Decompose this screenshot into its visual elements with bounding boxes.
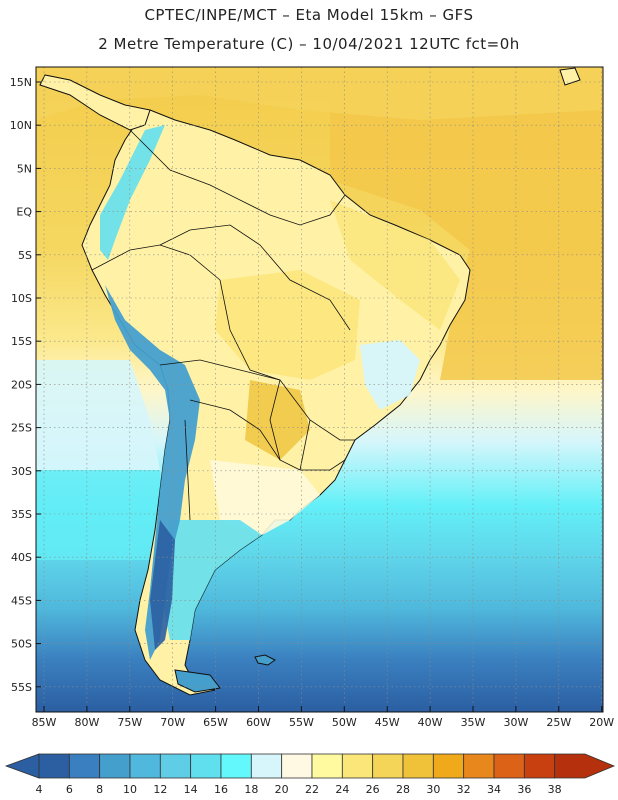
colorbar-min-arrow [4,753,40,779]
lat-label: 5S [18,249,32,262]
lon-label: 85W [32,716,57,729]
northeast-warm-patch [330,200,460,330]
tierra-del-fuego [174,669,221,693]
lon-label: 20W [589,716,614,729]
colorbar-level-label: 18 [244,783,258,796]
colorbar-segment [190,753,222,779]
lon-label: 45W [375,716,400,729]
se-brazil-highlands [360,340,420,410]
lat-label: 10N [10,119,32,132]
colorbar-segment [99,753,131,779]
lon-label: 50W [332,716,357,729]
lon-label: 70W [160,716,185,729]
lat-label: EQ [16,206,32,219]
colorbar-segment [38,753,70,779]
lon-label: 80W [74,716,99,729]
central-andes-cold [105,285,200,660]
colorbar-level-label: 32 [457,783,471,796]
longitude-labels: 85W 80W 75W 70W 65W 60W 55W 50W 45W 40W 35W 30W 25W 2… [32,706,614,729]
colorbar-max-arrow [554,753,616,779]
lat-label: 45S [11,594,32,607]
colorbar-segment [250,753,283,779]
lat-label: 10S [11,292,32,305]
pacific-cyan-water [36,470,170,560]
colorbar-segment [281,753,313,779]
colorbar-segment [341,753,374,779]
caribbean-island [559,67,581,86]
colorbar-level-label: 14 [184,783,198,796]
pacific-cool-water [36,360,160,470]
colorbar-level-label: 26 [366,783,380,796]
map-plot-area [36,67,603,712]
country-borders [91,129,355,521]
colorbar-level-label: 16 [214,783,228,796]
latitude-labels: 15N 10N 5N EQ 5S 10S 15S 20S 25S 30S 35S 40S 45S 50S 5… [10,76,41,694]
southern-andes-coldest [150,520,175,650]
colorbar-level-label: 10 [123,783,137,796]
lat-label: 30S [11,465,32,478]
colorbar-segment [129,753,161,779]
colorbar-level-label: 34 [487,783,501,796]
lon-label: 35W [461,716,486,729]
lat-label: 25S [11,422,32,435]
chart-title-line2: 2 Metre Temperature (C) – 10/04/2021 12U… [98,35,520,53]
chart-title-line1: CPTEC/INPE/MCT – Eta Model 15km – GFS [144,6,474,24]
colorbar-segment [220,753,252,779]
lon-label: 60W [246,716,271,729]
northern-andes-cold [100,125,165,260]
chaco-warm-patch [245,380,310,460]
lat-label: 40S [11,551,32,564]
colorbar-segment [159,753,192,779]
lat-label: 35S [11,508,32,521]
graticule [36,67,603,712]
colorbar-level-label: 8 [96,783,103,796]
colorbar-segment [311,753,343,779]
lat-label: 5N [17,162,32,175]
colorbar-segment [432,753,465,779]
lat-label: 55S [11,681,32,694]
pampas-mild-patch [210,460,320,535]
lat-label: 15N [10,76,32,89]
lon-label: 25W [546,716,571,729]
lon-label: 75W [117,716,142,729]
patagonia-cool-patch [160,520,262,640]
colorbar-segment [493,753,525,779]
warm-atlantic-region [330,70,603,380]
colorbar-level-label: 22 [305,783,319,796]
colorbar-segment [523,753,556,779]
lon-label: 40W [418,716,443,729]
lat-label: 15S [11,335,32,348]
lon-label: 55W [289,716,314,729]
colorbar-level-label: 38 [548,783,562,796]
colorbar-segment [402,753,434,779]
colorbar-level-label: 6 [66,783,73,796]
colorbar-level-label: 28 [396,783,410,796]
map-frame [35,66,604,713]
lat-label: 50S [11,638,32,651]
colorbar-segment [372,753,404,779]
lon-label: 30W [503,716,528,729]
colorbar-level-label: 12 [153,783,167,796]
colorbar-level-label: 4 [36,783,43,796]
colorbar-level-label: 24 [335,783,349,796]
colorbar-segment [463,753,495,779]
lat-label: 20S [11,378,32,391]
interior-warm-patch [215,270,360,380]
warm-caribbean-region [36,67,603,120]
colorbar: 4 6 8 10 12 14 16 18 20 22 24 26 28 30 32 34 36 38 [4,753,616,796]
lon-label: 65W [203,716,228,729]
colorbar-level-label: 36 [517,783,531,796]
falkland-islands [254,654,276,666]
colorbar-level-label: 30 [426,783,440,796]
colorbar-level-label: 20 [275,783,289,796]
central-america-land [39,74,151,131]
colorbar-segment [68,753,101,779]
